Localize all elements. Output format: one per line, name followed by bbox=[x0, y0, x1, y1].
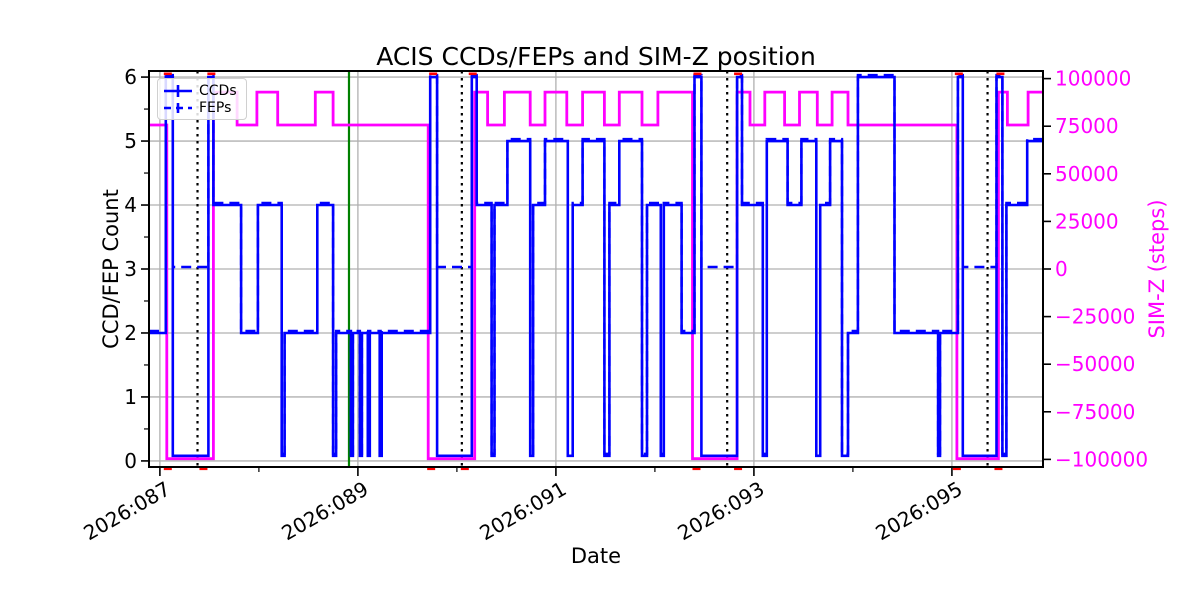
y-right-tick-label: −25000 bbox=[1055, 305, 1135, 329]
legend-label-feps: FEPs bbox=[199, 99, 232, 116]
legend-item-feps: FEPs bbox=[163, 100, 240, 116]
red-marker-top bbox=[996, 72, 1005, 76]
y-left-tick-label: 4 bbox=[124, 193, 137, 217]
x-tick-label: 2026:093 bbox=[673, 477, 768, 546]
y-right-tick-label: 100000 bbox=[1055, 67, 1131, 91]
x-tick-label: 2026:095 bbox=[871, 477, 966, 546]
y-right-tick-label: 0 bbox=[1055, 257, 1068, 281]
y-left-tick-label: 5 bbox=[124, 129, 137, 153]
x-tick-label: 2026:089 bbox=[277, 477, 372, 546]
fep-line bbox=[149, 73, 1043, 455]
y-right-tick-label: −75000 bbox=[1055, 400, 1135, 424]
y-left-tick-label: 6 bbox=[124, 65, 137, 89]
legend-sample-dashed-line-icon bbox=[164, 102, 192, 113]
y-right-tick-label: −50000 bbox=[1055, 352, 1135, 376]
red-marker-top bbox=[734, 72, 743, 76]
red-marker-bottom bbox=[427, 467, 436, 471]
red-marker-bottom bbox=[734, 467, 743, 471]
y-axis-label-right: SIM-Z (steps) bbox=[1145, 199, 1169, 339]
red-marker-top bbox=[954, 72, 963, 76]
legend-sample-solid-line-icon bbox=[164, 84, 192, 97]
red-marker-top bbox=[468, 72, 477, 76]
y-left-tick-label: 1 bbox=[124, 385, 137, 409]
simz-line bbox=[149, 90, 1043, 461]
y-right-tick-label: 50000 bbox=[1055, 162, 1119, 186]
x-tick-label: 2026:087 bbox=[79, 477, 174, 546]
ccd-line bbox=[149, 75, 1043, 458]
chart-title: ACIS CCDs/FEPs and SIM-Z position bbox=[376, 42, 816, 71]
red-marker-bottom bbox=[460, 467, 469, 471]
red-marker-bottom bbox=[692, 467, 701, 471]
red-marker-top bbox=[163, 72, 172, 76]
y-axis-label-left: CCD/FEP Count bbox=[99, 189, 123, 349]
red-marker-bottom bbox=[994, 467, 1003, 471]
y-right-tick-label: −100000 bbox=[1055, 447, 1148, 471]
y-right-tick-label: 75000 bbox=[1055, 114, 1119, 138]
y-left-tick-label: 0 bbox=[124, 449, 137, 473]
red-marker-top bbox=[207, 72, 216, 76]
red-marker-top bbox=[693, 72, 702, 76]
legend: CCDs FEPs bbox=[157, 78, 247, 120]
y-left-tick-label: 3 bbox=[124, 257, 137, 281]
red-marker-bottom bbox=[163, 467, 172, 471]
legend-item-ccds: CCDs bbox=[163, 83, 240, 99]
x-tick-label: 2026:091 bbox=[475, 477, 570, 546]
red-marker-top bbox=[429, 72, 438, 76]
x-axis-label: Date bbox=[570, 544, 622, 568]
red-marker-bottom bbox=[199, 467, 208, 471]
legend-label-ccds: CCDs bbox=[199, 82, 237, 99]
red-marker-bottom bbox=[952, 467, 961, 471]
y-left-tick-label: 2 bbox=[124, 321, 137, 345]
y-right-tick-label: 25000 bbox=[1055, 209, 1119, 233]
